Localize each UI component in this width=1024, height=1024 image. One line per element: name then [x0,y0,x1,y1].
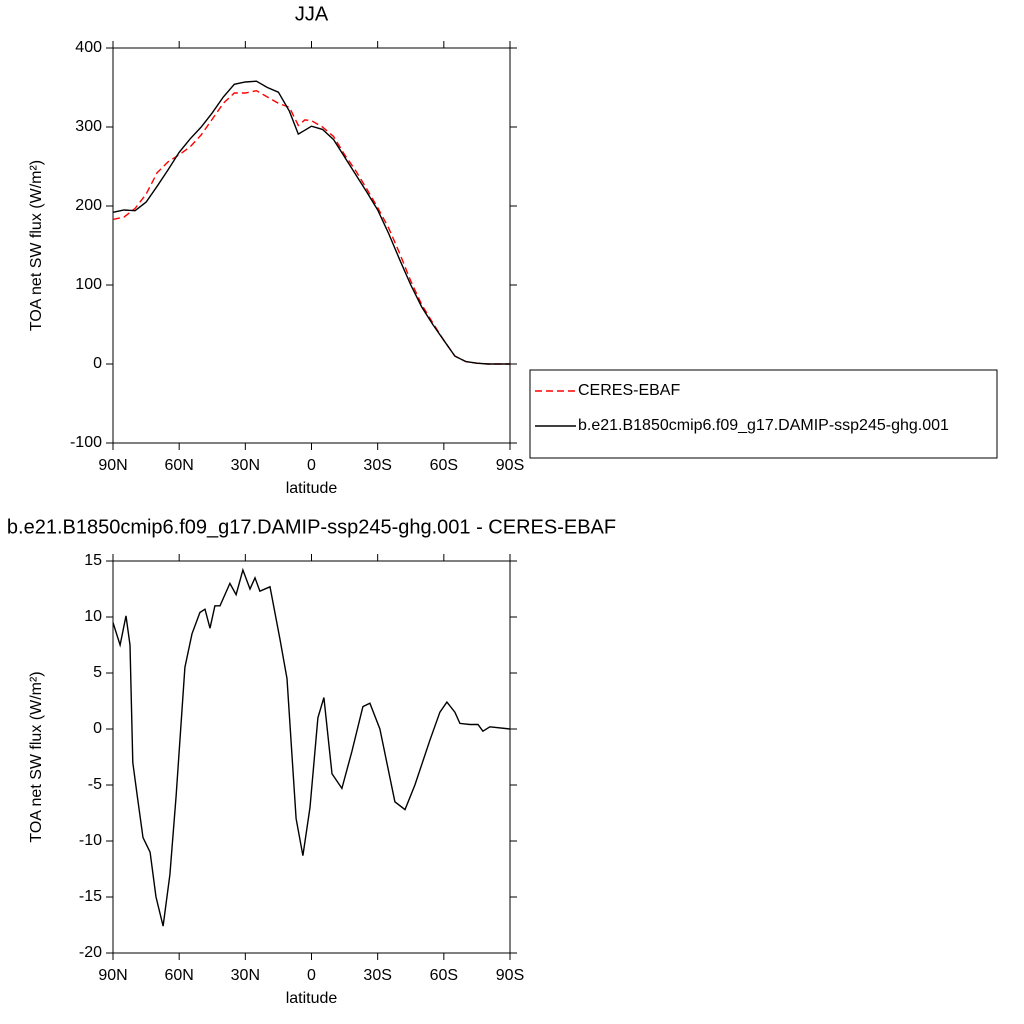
legend-label: CERES-EBAF [578,382,680,399]
x-tick-label: 90S [496,457,524,474]
x-tick-label: 30N [231,967,260,984]
y-tick-label: 200 [75,197,102,214]
y-tick-label: 0 [93,720,102,737]
x-tick-label: 60S [430,967,458,984]
y-tick-label: 100 [75,276,102,293]
y-tick-label: -5 [88,776,102,793]
y-tick-label: 15 [84,552,102,569]
x-axis-label: latitude [286,990,338,1007]
x-tick-label: 30S [363,967,391,984]
x-tick-label: 0 [307,967,316,984]
x-tick-label: 90S [496,967,524,984]
y-tick-label: -100 [70,434,102,451]
y-axis-label: TOA net SW flux (W/m²) [28,160,45,331]
y-tick-label: 10 [84,608,102,625]
y-axis-label: TOA net SW flux (W/m²) [28,671,45,842]
x-tick-label: 60S [430,457,458,474]
x-tick-label: 90N [98,967,127,984]
legend-box [529,369,998,459]
x-tick-label: 60N [164,967,193,984]
y-tick-label: 300 [75,118,102,135]
plot-frame [112,560,511,954]
x-tick-label: 0 [307,457,316,474]
chart-title: b.e21.B1850cmip6.f09_g17.DAMIP-ssp245-gh… [7,516,616,538]
y-tick-label: 400 [75,39,102,56]
x-axis-label: latitude [286,480,338,497]
plot-frame [112,47,511,444]
series-line [112,80,510,365]
x-tick-label: 90N [98,457,127,474]
y-tick-label: 0 [93,355,102,372]
y-tick-label: -15 [79,888,102,905]
x-tick-label: 30N [231,457,260,474]
y-tick-label: 5 [93,664,102,681]
chart-title: JJA [295,3,329,25]
y-tick-label: -10 [79,832,102,849]
x-tick-label: 60N [164,457,193,474]
series-line [112,89,510,365]
y-tick-label: -20 [79,944,102,961]
x-tick-label: 30S [363,457,391,474]
series-line [112,567,511,927]
legend-label: b.e21.B1850cmip6.f09_g17.DAMIP-ssp245-gh… [578,417,949,434]
